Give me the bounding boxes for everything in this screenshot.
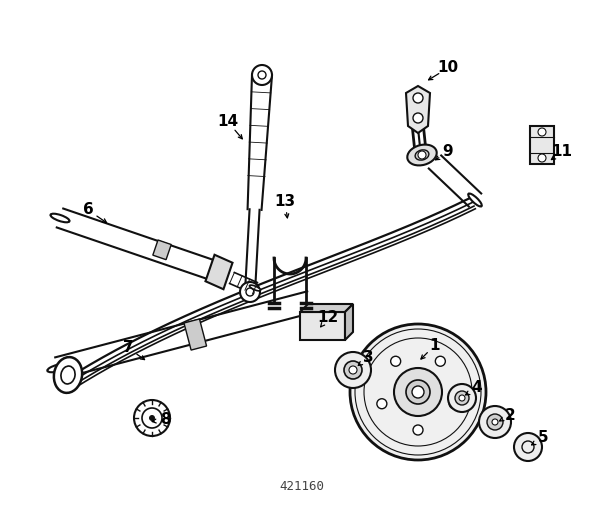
Ellipse shape: [249, 285, 260, 291]
Circle shape: [492, 419, 498, 425]
Circle shape: [459, 395, 465, 401]
Text: 9: 9: [443, 144, 454, 159]
Circle shape: [252, 65, 272, 85]
Circle shape: [344, 361, 362, 379]
Ellipse shape: [415, 150, 429, 160]
Circle shape: [394, 368, 442, 416]
Ellipse shape: [47, 364, 69, 372]
Polygon shape: [406, 86, 430, 133]
Bar: [530, 126, 554, 164]
Circle shape: [487, 414, 503, 430]
Bar: [153, 240, 172, 260]
Text: 2: 2: [504, 408, 515, 423]
Bar: [184, 319, 207, 350]
Text: 14: 14: [217, 115, 239, 130]
Ellipse shape: [407, 144, 437, 166]
Text: 6: 6: [83, 203, 94, 217]
Ellipse shape: [51, 214, 69, 223]
Text: 8: 8: [159, 413, 170, 428]
Circle shape: [538, 154, 546, 162]
Text: 4: 4: [472, 380, 483, 395]
Text: 11: 11: [551, 144, 573, 159]
Circle shape: [479, 406, 511, 438]
Circle shape: [149, 415, 155, 421]
Circle shape: [413, 93, 423, 103]
Circle shape: [455, 391, 469, 405]
Circle shape: [406, 380, 430, 404]
Circle shape: [350, 324, 486, 460]
Text: 1: 1: [430, 338, 440, 353]
Text: 5: 5: [538, 431, 548, 446]
Circle shape: [412, 386, 424, 398]
Circle shape: [335, 352, 371, 388]
Circle shape: [448, 384, 476, 412]
Polygon shape: [300, 304, 353, 312]
Ellipse shape: [468, 193, 482, 207]
Bar: [300, 312, 345, 340]
Circle shape: [377, 399, 387, 409]
Circle shape: [413, 425, 423, 435]
Circle shape: [449, 399, 459, 409]
Circle shape: [538, 128, 546, 136]
Circle shape: [514, 433, 542, 461]
Circle shape: [240, 282, 260, 302]
Text: 421160: 421160: [280, 481, 324, 493]
Circle shape: [134, 400, 170, 436]
Circle shape: [418, 151, 426, 159]
Polygon shape: [345, 304, 353, 340]
Circle shape: [413, 113, 423, 123]
Text: 3: 3: [362, 351, 373, 365]
Text: 12: 12: [317, 310, 339, 325]
Polygon shape: [205, 255, 233, 289]
Circle shape: [391, 356, 400, 366]
Circle shape: [349, 366, 357, 374]
Text: 13: 13: [274, 194, 295, 210]
Text: 7: 7: [123, 340, 133, 356]
Circle shape: [435, 356, 445, 366]
Text: 10: 10: [437, 61, 458, 76]
Ellipse shape: [54, 357, 82, 393]
